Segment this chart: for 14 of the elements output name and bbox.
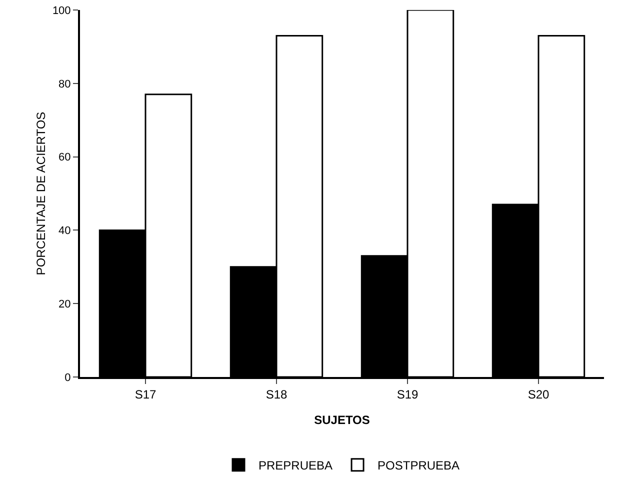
legend-label: POSTPRUEBA: [378, 458, 460, 473]
y-axis-title: PORCENTAJE DE ACIERTOS: [34, 112, 48, 276]
y-tick-label: 60: [58, 152, 71, 164]
y-tick-label: 0: [64, 372, 71, 384]
y-tick-label: 40: [58, 225, 71, 238]
legend-label: PREPRUEBA: [258, 458, 333, 473]
x-tick-label: S20: [528, 387, 550, 402]
x-tick-label: S19: [396, 387, 418, 402]
y-tick-label: 20: [58, 298, 71, 310]
y-tick-label: 100: [52, 4, 71, 17]
x-tick-label: S17: [134, 387, 156, 402]
y-tick-label: 80: [58, 78, 71, 90]
x-tick-label: S18: [266, 387, 288, 402]
x-axis-title: SUJETOS: [314, 413, 370, 427]
